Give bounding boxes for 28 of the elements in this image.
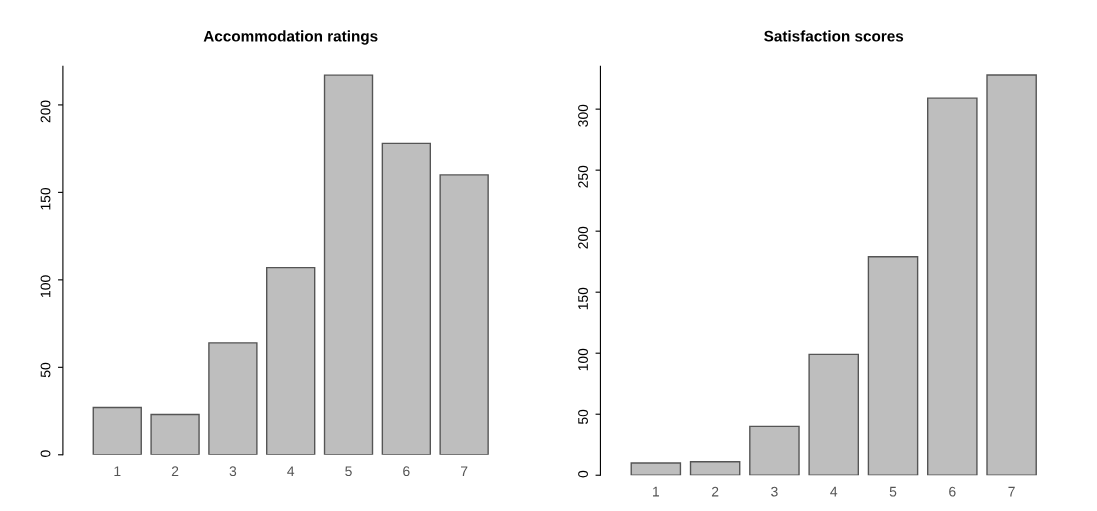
y-tick-label: 150: [578, 287, 588, 310]
x-tick-label: 5: [889, 486, 897, 497]
y-tick-label: 0: [578, 470, 588, 478]
x-tick-label: 7: [1008, 486, 1015, 497]
x-tick-label: 3: [771, 486, 778, 497]
chart-title: Satisfaction scores: [764, 30, 904, 42]
y-tick-label: 100: [578, 348, 588, 371]
y-tick-label: 0: [40, 450, 51, 457]
x-tick-label: 2: [711, 486, 719, 497]
x-tick-label: 4: [287, 466, 295, 476]
x-tick-label: 4: [830, 486, 838, 497]
x-tick-label: 1: [114, 466, 121, 476]
y-tick-label: 100: [40, 275, 51, 297]
y-tick-label: 300: [578, 104, 588, 127]
y-tick-label: 250: [578, 165, 588, 188]
x-tick-label: 1: [653, 486, 660, 497]
x-tick-label: 3: [229, 466, 237, 477]
chart-title: Accommodation ratings: [203, 30, 378, 45]
y-tick-label: 50: [578, 409, 588, 425]
x-tick-label: 5: [345, 466, 352, 477]
y-tick-label: 200: [578, 226, 588, 249]
x-tick-label: 2: [171, 466, 179, 476]
x-tick-label: 6: [949, 486, 956, 497]
y-tick-label: 200: [40, 100, 51, 123]
y-tick-label: 50: [40, 362, 51, 378]
x-tick-label: 6: [403, 466, 410, 477]
y-tick-label: 150: [40, 187, 51, 210]
x-tick-label: 7: [461, 466, 468, 476]
